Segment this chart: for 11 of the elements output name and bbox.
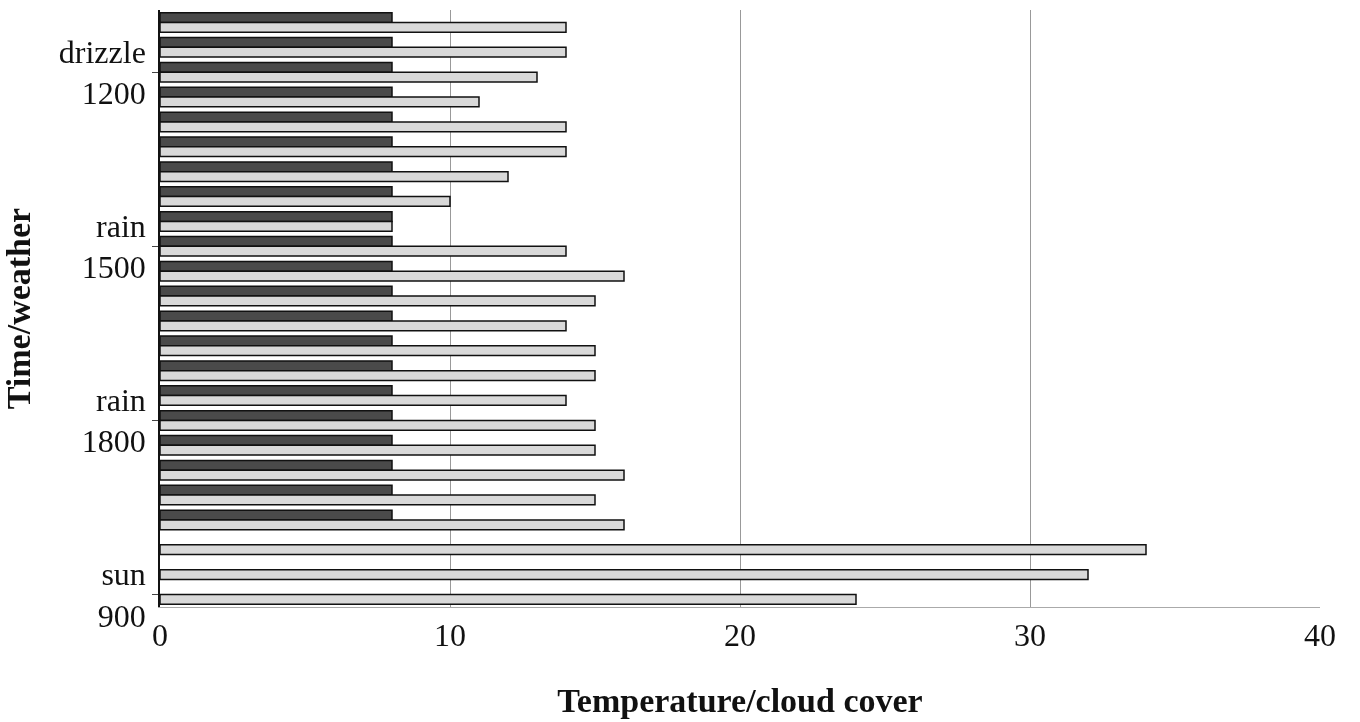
x-tick-label: 20 bbox=[724, 617, 756, 654]
y-tick-label: sun 900 bbox=[97, 555, 146, 634]
x-tick-label: 30 bbox=[1014, 617, 1046, 654]
x-tick-label: 40 bbox=[1304, 617, 1336, 654]
x-axis-title: Temperature/cloud cover bbox=[557, 681, 923, 719]
y-axis-title: Time/weather bbox=[0, 207, 37, 410]
y-tick-label: drizzle 1200 bbox=[58, 33, 146, 112]
x-tick-label: 0 bbox=[152, 617, 168, 654]
y-tick-label: rain 1800 bbox=[81, 381, 146, 460]
x-tick-label: 10 bbox=[434, 617, 466, 654]
y-tick-label: rain 1500 bbox=[81, 207, 146, 286]
